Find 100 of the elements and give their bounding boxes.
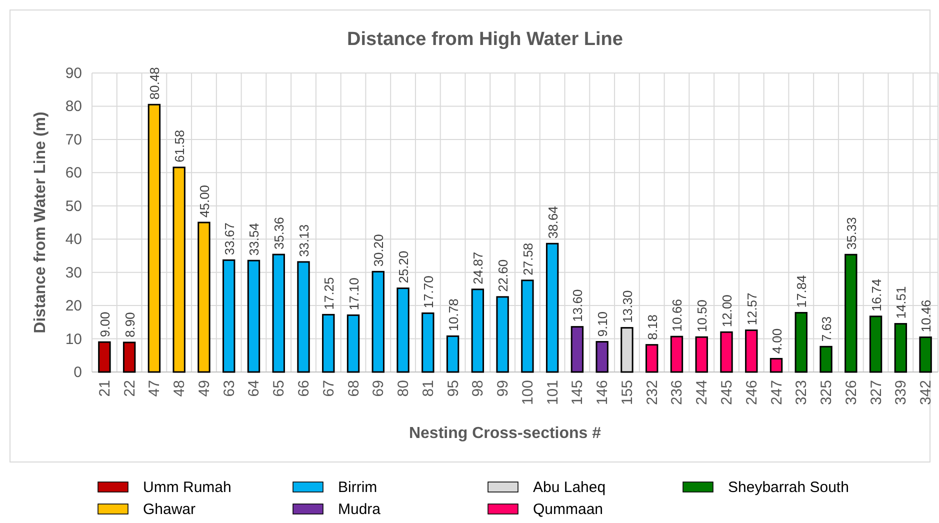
bar	[894, 323, 908, 373]
bar	[919, 336, 932, 373]
data-label: 33.67	[222, 222, 237, 256]
y-tick-label: 60	[65, 164, 82, 182]
x-tick-label: 342	[918, 380, 935, 406]
bar	[794, 312, 808, 373]
bar	[646, 344, 658, 373]
bar	[372, 270, 384, 373]
data-label: 14.51	[894, 286, 909, 319]
bar	[446, 335, 460, 373]
y-tick-label: 80	[65, 98, 82, 116]
data-label: 7.63	[819, 316, 834, 342]
chart-title: Distance from High Water Line	[347, 29, 623, 50]
data-label: 45.00	[196, 184, 212, 218]
x-tick-label: 245	[718, 380, 736, 406]
data-label: 12.00	[720, 294, 734, 328]
data-label: 8.18	[644, 314, 660, 340]
legend-label: Qummaan	[533, 501, 604, 518]
bar	[745, 329, 758, 373]
y-tick-label: 20	[65, 298, 82, 315]
bar	[98, 341, 111, 373]
x-tick-label: 232	[644, 380, 661, 406]
legend-label: Mudra	[338, 501, 382, 518]
legend-label: Birrim	[338, 479, 378, 496]
data-label: 17.10	[346, 278, 362, 310]
x-tick-label: 49	[196, 380, 213, 397]
x-tick-label: 146	[594, 380, 612, 406]
data-label: 22.60	[496, 259, 511, 292]
data-label: 33.13	[296, 224, 312, 257]
data-label: 10.46	[918, 300, 934, 332]
legend-label: Umm Rumah	[143, 479, 232, 496]
x-tick-label: 155	[618, 380, 636, 406]
x-tick-label: 101	[544, 380, 562, 406]
data-label: 30.20	[371, 234, 386, 267]
x-tick-label: 98	[470, 380, 487, 397]
data-label: 27.58	[520, 242, 536, 276]
x-tick-label: 80	[395, 380, 412, 397]
bar	[172, 166, 186, 373]
bar	[521, 280, 534, 373]
bar	[844, 254, 858, 373]
data-label: 17.25	[321, 277, 336, 310]
x-tick-label: 236	[668, 380, 686, 406]
data-label: 12.57	[744, 292, 760, 326]
x-tick-label: 21	[96, 380, 114, 397]
data-label: 9.00	[97, 312, 112, 338]
x-axis-title: Nesting Cross-sections #	[408, 425, 602, 442]
x-tick-label: 67	[320, 380, 338, 397]
y-tick-label: 40	[65, 231, 82, 248]
data-label: 10.50	[694, 300, 710, 332]
bar	[770, 358, 783, 373]
y-tick-label: 10	[65, 330, 82, 348]
x-tick-label: 100	[519, 380, 536, 406]
x-tick-label: 325	[818, 380, 836, 406]
bar	[122, 342, 136, 373]
bar	[346, 314, 360, 373]
y-axis-title: Distance from Water Line (m)	[32, 112, 49, 334]
data-label: 4.00	[769, 328, 784, 354]
x-tick-label: 339	[892, 380, 910, 406]
bar	[222, 259, 236, 373]
data-label: 35.33	[844, 217, 859, 250]
data-label: 13.60	[570, 289, 586, 322]
legend-label: Sheybarrah South	[728, 479, 849, 496]
bar	[322, 314, 335, 373]
data-label: 25.20	[396, 250, 412, 284]
y-tick-label: 30	[65, 264, 82, 282]
data-label: 17.70	[420, 276, 436, 308]
x-tick-label: 65	[270, 380, 288, 397]
x-tick-label: 323	[793, 380, 810, 406]
data-label: 61.58	[172, 130, 188, 162]
bar	[695, 336, 708, 373]
bar	[422, 312, 434, 373]
bar	[570, 326, 584, 373]
x-tick-label: 145	[569, 380, 586, 406]
x-tick-label: 22	[121, 380, 138, 397]
data-label: 10.66	[670, 299, 685, 332]
bar	[148, 104, 161, 373]
x-tick-label: 81	[420, 380, 437, 397]
bar	[272, 254, 285, 373]
y-tick-label: 50	[65, 198, 82, 215]
x-tick-label: 247	[768, 380, 786, 406]
bar	[670, 336, 684, 373]
bar	[596, 341, 608, 373]
x-tick-label: 326	[842, 380, 860, 406]
bar	[720, 331, 733, 373]
bar	[869, 316, 882, 373]
y-tick-label: 90	[65, 65, 82, 82]
x-tick-label: 246	[743, 380, 760, 406]
data-label: 38.64	[545, 206, 560, 239]
bar	[297, 261, 310, 373]
bar	[546, 242, 559, 373]
bar	[247, 260, 260, 373]
legend-label: Abu Laheq	[533, 479, 606, 496]
data-label: 80.48	[147, 67, 162, 100]
x-tick-label: 244	[694, 380, 711, 406]
data-label: 8.90	[122, 312, 138, 338]
x-tick-label: 327	[868, 380, 885, 406]
bar	[820, 346, 832, 373]
x-tick-label: 64	[246, 380, 263, 397]
data-label: 9.10	[595, 311, 610, 337]
data-label: 24.87	[470, 252, 486, 284]
